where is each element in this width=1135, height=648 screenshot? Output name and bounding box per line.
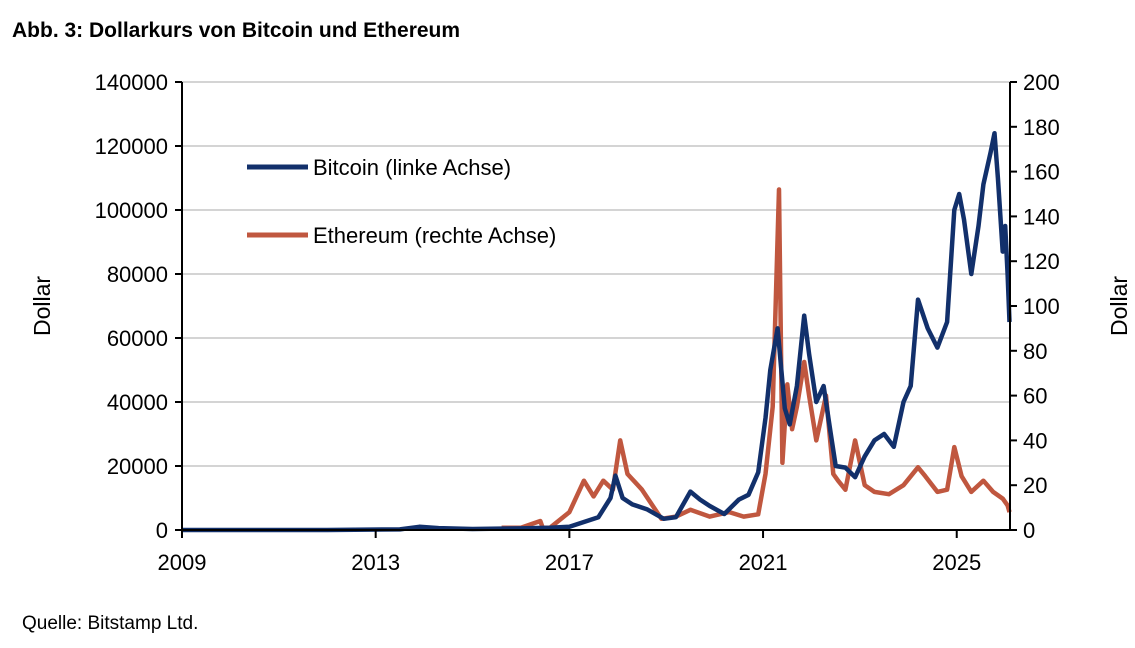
y-tick-label-right: 80 <box>1023 339 1047 364</box>
y-tick-label-left: 80000 <box>107 262 168 287</box>
y-tick-label-right: 20 <box>1023 473 1047 498</box>
legend-label-ethereum: Ethereum (rechte Achse) <box>313 223 556 248</box>
y-tick-label-right: 180 <box>1023 115 1060 140</box>
source-note: Quelle: Bitstamp Ltd. <box>22 613 198 634</box>
y-tick-label-right: 40 <box>1023 428 1047 453</box>
y-tick-label-right: 120 <box>1023 249 1060 274</box>
y-tick-label-right: 100 <box>1023 294 1060 319</box>
y-tick-label-right: 160 <box>1023 160 1060 185</box>
series-lines <box>182 130 1012 533</box>
x-tick-label: 2009 <box>158 550 207 575</box>
y-tick-label-right: 200 <box>1023 70 1060 95</box>
y-tick-label-left: 20000 <box>107 454 168 479</box>
legend-label-bitcoin: Bitcoin (linke Achse) <box>313 155 511 180</box>
y-tick-label-right: 140 <box>1023 204 1060 229</box>
y-tick-label-left: 60000 <box>107 326 168 351</box>
y-tick-label-left: 0 <box>156 518 168 543</box>
grid <box>182 81 1010 467</box>
y-tick-label-left: 120000 <box>95 134 168 159</box>
x-tick-label: 2017 <box>545 550 594 575</box>
legend: Bitcoin (linke Achse) Ethereum (rechte A… <box>247 155 556 248</box>
y-tick-label-left: 40000 <box>107 390 168 415</box>
x-tick-label: 2025 <box>932 550 981 575</box>
chart-title: Abb. 3: Dollarkurs von Bitcoin und Ether… <box>12 19 460 42</box>
x-tick-label: 2021 <box>739 550 788 575</box>
y-axis-label-left: Dollar <box>29 276 55 336</box>
series-line-bitcoin <box>182 130 1012 533</box>
x-tick-label: 2013 <box>351 550 400 575</box>
y-tick-label-right: 0 <box>1023 518 1035 543</box>
y-tick-label-right: 60 <box>1023 384 1047 409</box>
y-tick-label-left: 140000 <box>95 70 168 95</box>
y-axis-label-right: Dollar <box>1106 276 1132 336</box>
series-line-ethereum <box>501 187 1012 531</box>
axes: 0 20000 40000 60000 80000 100000 120000 140000 0… <box>95 70 1060 575</box>
y-tick-label-left: 100000 <box>95 198 168 223</box>
